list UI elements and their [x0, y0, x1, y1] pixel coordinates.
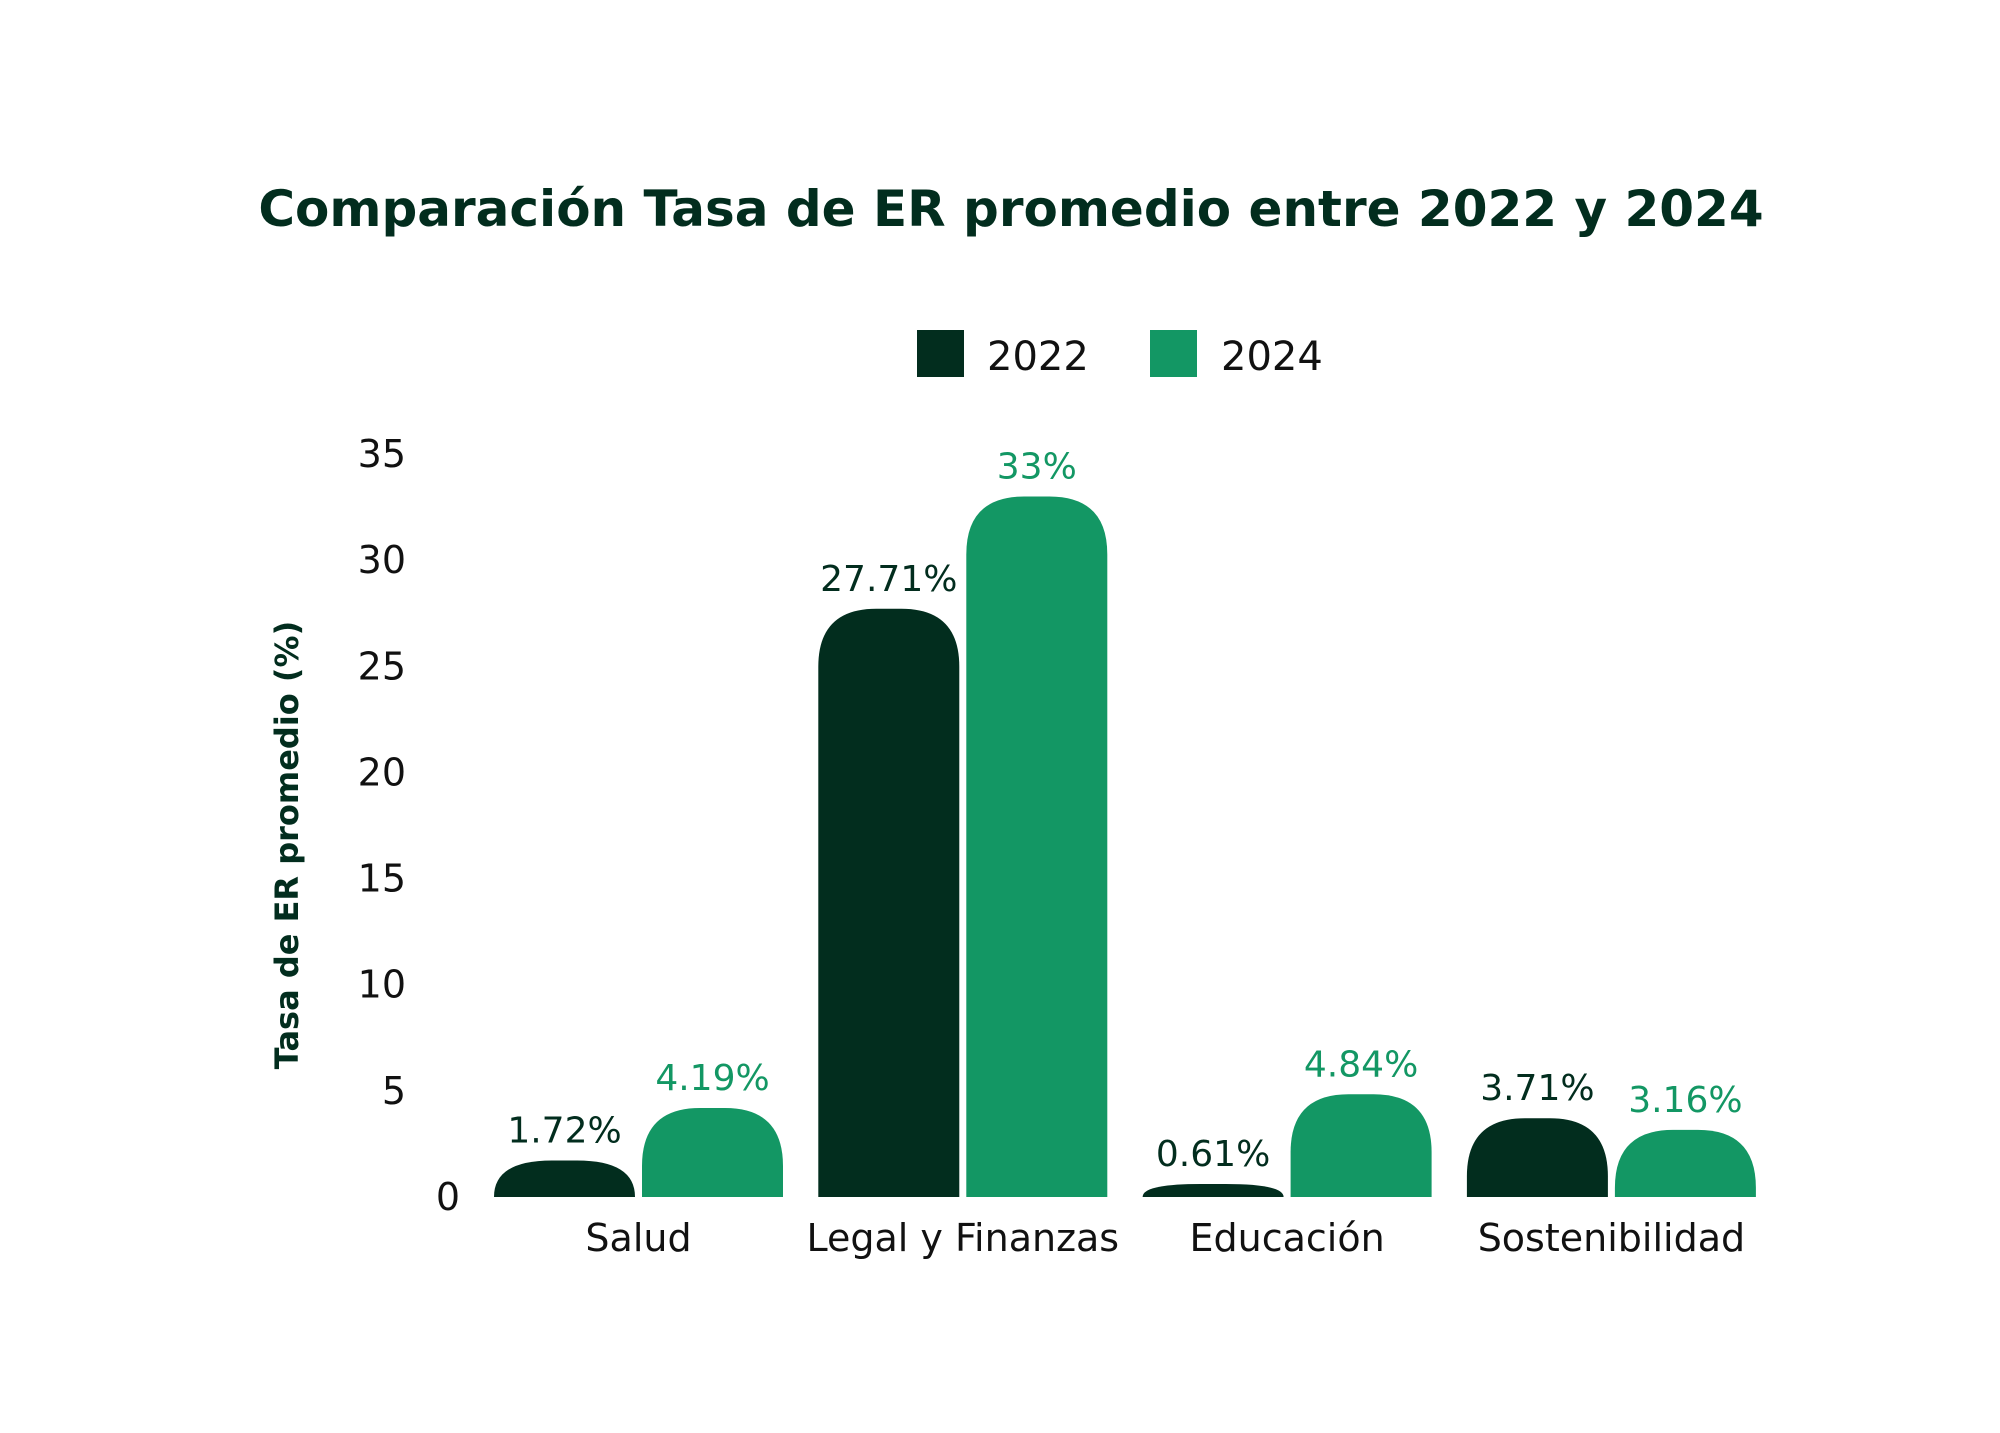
bar-2024-0: [642, 1108, 783, 1197]
y-tick-label: 25: [358, 644, 406, 688]
legend-label-2022: 2022: [987, 334, 1089, 380]
x-axis-labels: Salud Legal y Finanzas Educación Sostenibil…: [585, 1216, 1745, 1260]
y-tick-label: 0: [436, 1175, 460, 1219]
y-tick-label: 20: [358, 750, 406, 794]
bar-2022-1: [818, 608, 960, 1197]
legend-swatch-2022: [917, 330, 964, 377]
y-tick-label: 35: [358, 432, 406, 476]
y-tick-label: 10: [358, 963, 406, 1007]
y-axis-title: Tasa de ER promedio (%): [268, 621, 306, 1070]
y-tick-label: 30: [358, 538, 406, 582]
legend-swatch-2024: [1150, 330, 1197, 377]
y-axis-ticks: 0 5 10 15 20 25 30 35: [358, 432, 460, 1219]
y-tick-label: 15: [358, 857, 406, 901]
data-label: 1.72%: [507, 1110, 621, 1151]
data-label: 4.19%: [655, 1058, 769, 1099]
data-label: 33%: [997, 446, 1077, 487]
bar-2022-0: [494, 1160, 635, 1197]
x-tick-label: Sostenibilidad: [1478, 1216, 1745, 1260]
data-label: 0.61%: [1156, 1134, 1270, 1175]
legend-label-2024: 2024: [1221, 334, 1323, 380]
chart-title: Comparación Tasa de ER promedio entre 20…: [258, 180, 1763, 238]
x-tick-label: Educación: [1190, 1216, 1385, 1260]
data-label: 3.16%: [1628, 1080, 1742, 1121]
data-label: 27.71%: [820, 559, 957, 600]
data-label: 3.71%: [1480, 1068, 1594, 1109]
data-label: 4.84%: [1304, 1044, 1418, 1085]
bars: 1.72% 4.19% 27.71% 33% 0.61% 4.84% 3.71% 3.16%: [494, 446, 1756, 1197]
bar-2022-2: [1142, 1184, 1284, 1197]
x-tick-label: Legal y Finanzas: [806, 1216, 1119, 1260]
y-tick-label: 5: [382, 1069, 406, 1113]
bar-2022-3: [1466, 1118, 1608, 1197]
bar-2024-3: [1614, 1129, 1756, 1197]
x-tick-label: Salud: [585, 1216, 691, 1260]
bar-2024-2: [1290, 1094, 1432, 1197]
bar-2024-1: [966, 496, 1108, 1197]
legend: 2022 2024: [917, 330, 1323, 380]
